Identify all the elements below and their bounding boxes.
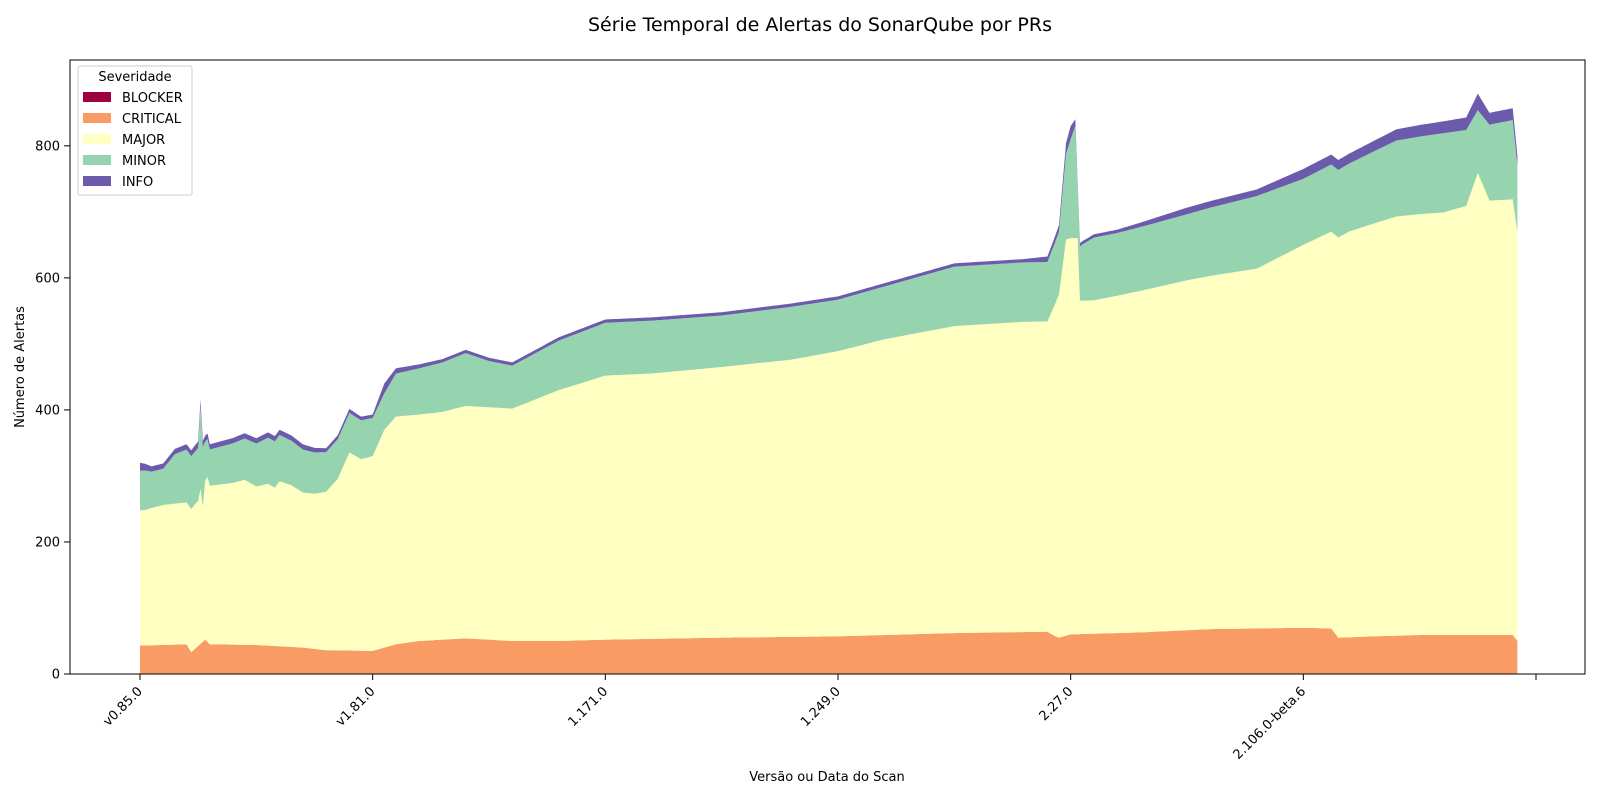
y-axis-title: Número de Alertas: [13, 306, 28, 428]
legend-label-minor: MINOR: [122, 154, 166, 169]
area-major: [140, 172, 1518, 653]
legend-label-blocker: BLOCKER: [122, 91, 183, 106]
y-tick-label: 200: [35, 535, 60, 550]
legend-swatch-major: [83, 134, 111, 144]
x-tick-label: 2.106.0-beta.6: [1231, 684, 1310, 763]
chart-title: Série Temporal de Alertas do SonarQube p…: [588, 14, 1052, 36]
y-tick-label: 400: [35, 403, 60, 418]
area-info: [140, 93, 1518, 472]
y-tick-label: 0: [52, 668, 60, 683]
area-critical: [140, 627, 1518, 674]
area-minor: [140, 110, 1518, 511]
legend-swatch-critical: [83, 113, 111, 123]
area-layers: [140, 93, 1518, 674]
y-tick-label: 600: [35, 271, 60, 286]
legend-items: BLOCKER CRITICAL MAJOR MINOR INFO: [83, 91, 183, 190]
legend-swatch-minor: [83, 155, 111, 165]
legend-title: Severidade: [98, 70, 171, 85]
x-tick-label: v1.81.0: [333, 684, 378, 729]
x-axis-title: Versão ou Data do Scan: [749, 770, 905, 785]
legend-swatch-info: [83, 176, 111, 186]
x-axis: v0.85.0 v1.81.0 1.171.0 1.249.0 2.27.0 2.106.…: [101, 674, 1537, 763]
legend-label-info: INFO: [122, 175, 153, 190]
x-tick-label: v0.85.0: [101, 684, 146, 729]
legend-label-major: MAJOR: [122, 133, 165, 148]
legend-swatch-blocker: [83, 92, 111, 102]
y-axis: 0 200 400 600 800: [35, 139, 70, 683]
legend-label-critical: CRITICAL: [122, 112, 182, 127]
x-tick-label: 1.249.0: [798, 684, 844, 730]
x-tick-label: 1.171.0: [565, 684, 611, 730]
x-tick-label: 2.27.0: [1037, 684, 1077, 724]
y-tick-label: 800: [35, 139, 60, 154]
plot-frame: [69, 59, 1586, 675]
legend: Severidade BLOCKER CRITICAL MAJOR MINOR INFO: [77, 65, 193, 196]
